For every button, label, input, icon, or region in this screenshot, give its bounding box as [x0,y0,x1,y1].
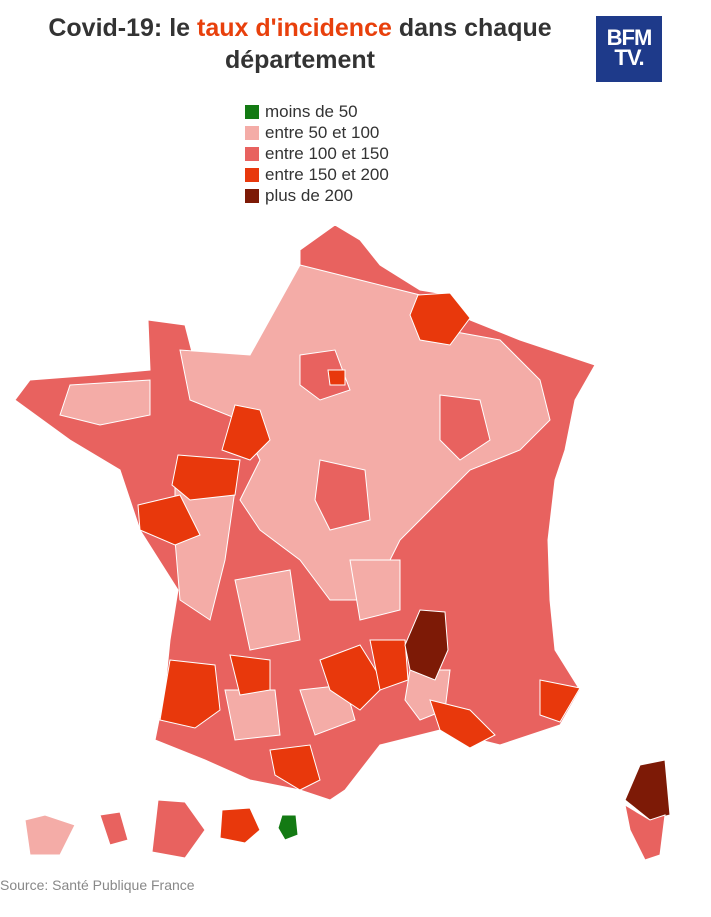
department [159,659,221,729]
department [439,394,491,461]
legend-swatch [245,104,259,119]
department [151,799,206,859]
title-highlight: taux d'incidence [197,14,392,42]
department [314,459,371,531]
department [429,699,496,749]
legend-swatch [245,125,259,140]
logo-text: TV. [614,45,644,70]
logo-text: BFM [606,25,653,50]
title: Covid-19: le taux d'incidence dans chaqu… [10,12,590,76]
legend-swatch [245,167,259,182]
department [404,609,449,681]
department [137,494,201,546]
department [99,811,129,846]
source: Source: Santé Publique France [0,877,195,893]
legend-label: entre 100 et 150 [265,143,389,163]
legend-swatch [245,188,259,203]
department [327,369,346,386]
legend: moins de 50 entre 50 et 100 entre 100 et 1… [245,101,389,206]
department [349,559,401,621]
legend-item: entre 50 et 100 [245,122,389,143]
department [24,814,76,856]
department [59,379,151,426]
legend-item: plus de 200 [245,185,389,206]
department [219,807,261,844]
department [234,569,301,651]
department [221,404,271,461]
legend-label: moins de 50 [265,101,358,121]
legend-label: entre 50 et 100 [265,122,380,142]
logo: BFM TV. [596,16,662,82]
department [171,454,241,501]
department [277,814,299,841]
legend-item: entre 100 et 150 [245,143,389,164]
department [269,744,321,791]
department [369,639,409,691]
department [229,654,271,696]
department [224,689,281,741]
legend-item: entre 150 et 200 [245,164,389,185]
title-text: dans chaque département [224,14,552,74]
department [299,349,351,401]
department [409,292,471,346]
legend-label: entre 150 et 200 [265,164,389,184]
legend-label: plus de 200 [265,185,353,205]
department [624,803,666,861]
legend-item: moins de 50 [245,101,389,122]
department [319,644,386,711]
department [539,679,581,723]
legend-swatch [245,146,259,161]
title-text: Covid-19: le [48,14,197,42]
